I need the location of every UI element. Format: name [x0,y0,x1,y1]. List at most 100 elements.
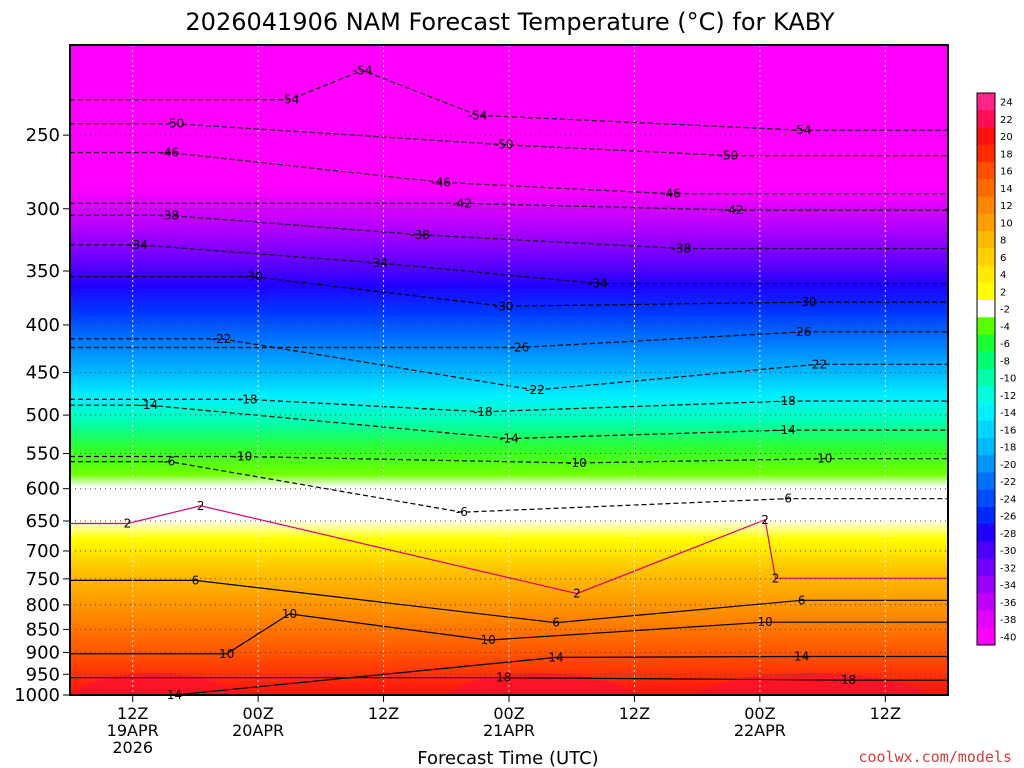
colorbar-label: -4 [1000,322,1010,333]
isotherm-label: 2 [197,499,205,513]
isotherm-label: -38 [159,208,179,222]
isotherm-label: -30 [494,299,514,313]
isotherm-label: -18 [238,392,258,406]
colorbar: 24 22 20 18 16 14 12 10 8 6 4 2 -2 -4 -6 -8 -10 -12 -14 -16… [976,92,1016,646]
colorbar-cell [977,110,995,128]
isotherm-label: -34 [369,256,389,270]
credit-text: coolwx.com/models [858,748,1012,766]
y-tick-label: 950 [26,664,60,685]
isotherm-label: 2 [761,513,769,527]
colorbar-cell [977,317,995,335]
isotherm-label: -34 [588,277,608,291]
isotherm-line [70,455,948,464]
colorbar-label: -30 [1000,546,1016,557]
x-tick-label: 12Z [368,704,399,723]
isotherm-label: -46 [431,175,451,189]
y-tick-label: 600 [26,479,60,500]
colorbar-label: 14 [1000,184,1013,195]
isotherm-label: -54 [792,123,812,137]
colorbar-cell [977,144,995,163]
x-tick-label: 19APR [107,721,159,740]
isotherm-label: -10 [813,452,833,466]
y-tick-label: 500 [26,405,60,426]
isotherm-label: 18 [841,673,856,687]
isotherm-label: 6 [192,573,200,587]
isotherm-label: 10 [282,607,297,621]
isotherm-line [70,202,948,211]
colorbar-label: -32 [1000,563,1016,574]
isotherm-line [70,214,948,250]
chart-title: 2026041906 NAM Forecast Temperature (°C)… [185,8,835,36]
isotherm-label: -30 [797,295,817,309]
isotherm-line [70,276,948,307]
x-tick-label: 20APR [232,721,284,740]
isotherm-label: -54 [468,108,488,122]
isotherm-line [70,151,948,195]
colorbar-cell [977,93,995,111]
isotherm-label: -14 [139,398,159,412]
isotherm-label: 14 [548,650,563,664]
colorbar-label: 4 [1000,270,1006,281]
y-tick-label: 250 [26,125,60,146]
colorbar-label: -10 [1000,374,1016,385]
y-tick-label: 800 [26,595,60,616]
y-tick-label: 750 [26,569,60,590]
colorbar-label: 24 [1000,98,1013,109]
colorbar-label: -38 [1000,615,1016,626]
colorbar-cell [977,610,995,629]
colorbar-cell [977,248,995,266]
colorbar-cell [977,472,995,491]
plot-area: -54-54-54-54-50-50-50-46-46-46-42 -42-38-… [69,44,949,702]
colorbar-cell [977,196,995,215]
colorbar-cell [977,386,995,404]
isotherm-label: -14 [499,432,519,446]
isotherm-labels: -54-54-54-54-50-50-50-46-46-46-42 -42-38-… [124,63,857,702]
colorbar-cell [977,127,995,146]
colorbar-cell [977,627,995,646]
isotherm-label: -14 [776,423,796,437]
colorbar-label: -20 [1000,460,1016,471]
isotherm-line [70,338,948,391]
colorbar-label: 2 [1000,287,1006,298]
x-tick-label: 2026 [112,738,153,757]
isotherm-label: -46 [661,187,681,201]
isotherm-label: -22 [808,357,828,371]
isotherm-label: -10 [567,456,587,470]
x-tick-label: 00Z [493,704,524,723]
colorbar-cell [977,593,995,611]
x-tick-label: 00Z [744,704,775,723]
colorbar-label: 22 [1000,115,1013,126]
colorbar-cell [977,507,995,525]
colorbar-label: -24 [1000,494,1016,505]
isotherm-label: -42 [724,203,744,217]
colorbar-cell [977,179,995,197]
colorbar-cell [977,369,995,387]
isotherm-label: 6 [798,593,806,607]
warm-overlay [70,673,238,695]
colorbar-cell [977,420,995,439]
x-axis-label: Forecast Time (UTC) [417,748,598,768]
isotherm-label: -6 [163,455,175,469]
colorbar-label: -18 [1000,443,1016,454]
isotherm-label: 10 [219,647,234,661]
warm-overlay [697,673,928,695]
isotherm-label: -22 [525,383,545,397]
isotherm-label: -38 [410,228,430,242]
colorbar-label: -2 [1000,305,1010,316]
colorbar-cell [977,231,995,249]
colorbar-label: -40 [1000,632,1016,643]
colorbar-label: -22 [1000,477,1016,488]
isotherm-label: 10 [480,633,495,647]
colorbar-cell [977,162,995,180]
colorbar-label: 20 [1000,132,1013,143]
colorbar-label: -28 [1000,529,1016,540]
colorbar-frame [976,92,996,646]
isotherm-label: 18 [496,671,511,685]
colorbar-label: 8 [1000,236,1006,247]
isotherm-line [70,331,948,349]
y-tick-label: 300 [26,199,60,220]
x-tick-label: 12Z [619,704,650,723]
isotherm-line [70,677,948,681]
colorbar-cell [977,282,995,301]
